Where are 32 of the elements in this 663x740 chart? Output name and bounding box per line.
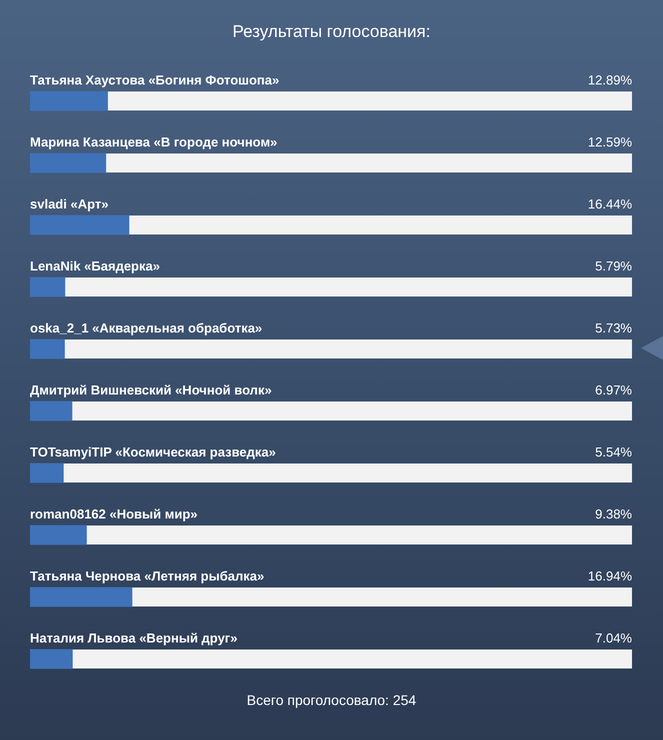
bar	[30, 463, 64, 483]
bar	[30, 587, 132, 607]
y-tick-label: oska_2_1 «Акварельная обработка»	[30, 320, 262, 336]
data-label: 5.73%	[595, 320, 632, 336]
bar	[30, 525, 87, 545]
data-label: 5.79%	[595, 258, 632, 274]
bar	[30, 649, 73, 669]
bar	[30, 401, 72, 421]
data-label: 9.38%	[595, 506, 632, 522]
data-label: 16.94%	[588, 568, 632, 584]
y-tick-label: svladi «Арт»	[30, 196, 108, 212]
data-label: 12.59%	[588, 134, 632, 150]
y-tick-label: Татьяна Чернова «Летняя рыбалка»	[30, 568, 264, 584]
text: Результаты голосования:	[232, 22, 432, 42]
y-tick-label: Татьяна Хаустова «Богиня Фотошопа»	[30, 72, 280, 88]
data-label: 6.97%	[595, 382, 632, 398]
y-tick-label: TOTsamyiTIP «Космическая разведка»	[30, 444, 276, 460]
bar	[30, 215, 130, 235]
y-tick-label: Наталия Львова «Верный друг»	[30, 630, 238, 646]
data-label: 5.54%	[595, 444, 632, 460]
y-tick-label: roman08162 «Новый мир»	[30, 506, 198, 522]
y-tick-label: LenaNik «Баядерка»	[30, 258, 160, 274]
data-label: 12.89%	[588, 72, 632, 88]
data-label: 16.44%	[588, 196, 632, 212]
text: Всего проголосовало: 254	[246, 692, 418, 708]
data-label: 7.04%	[595, 630, 632, 646]
bar	[30, 153, 106, 173]
bar	[30, 91, 108, 111]
bar	[30, 277, 66, 297]
y-tick-label: Дмитрий Вишневский «Ночной волк»	[30, 382, 272, 398]
y-tick-label: Марина Казанцева «В городе ночном»	[30, 134, 278, 150]
bar	[30, 339, 65, 359]
